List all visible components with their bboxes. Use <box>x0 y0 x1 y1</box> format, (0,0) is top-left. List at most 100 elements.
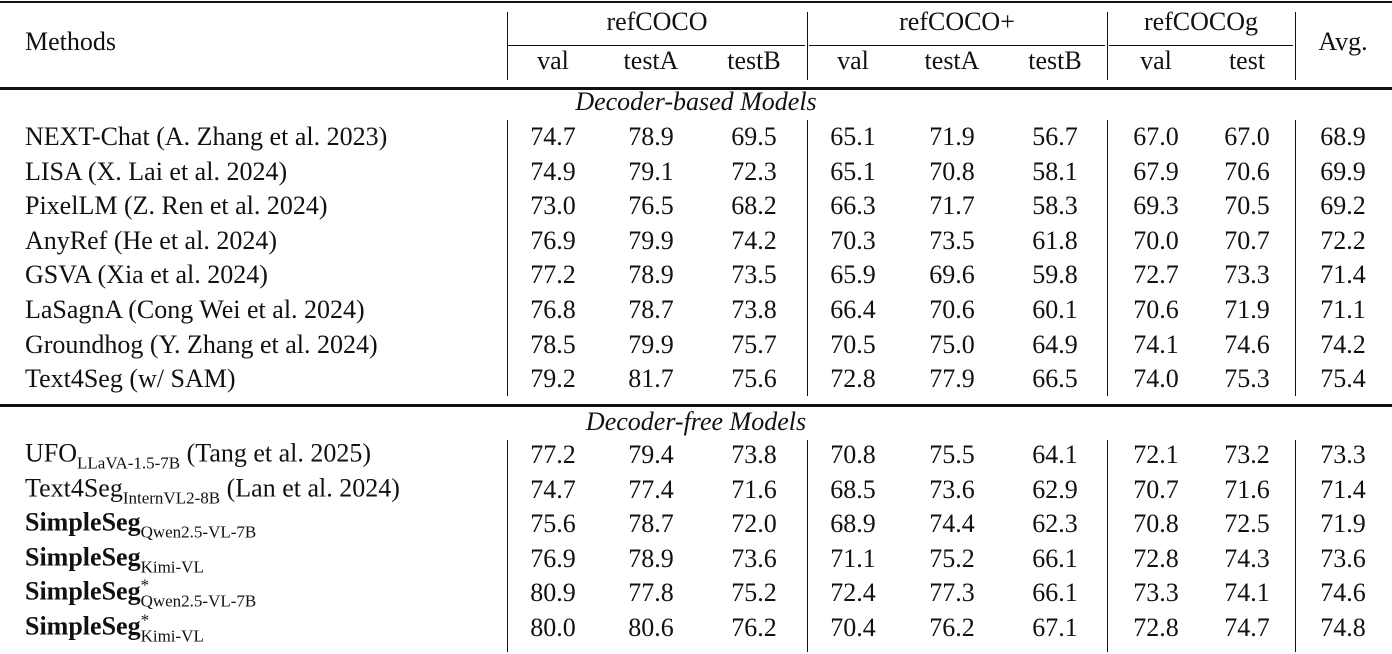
score-cell: 73.8 <box>731 295 777 324</box>
method-name: SimpleSeg <box>25 542 141 572</box>
score-cell: 71.1 <box>1320 295 1366 324</box>
method-name: LISA (X. Lai et al. 2024) <box>25 156 288 186</box>
score-cell: 75.5 <box>929 440 975 469</box>
group-header: refCOCOg <box>1143 7 1259 36</box>
vertical-rule <box>1295 120 1297 396</box>
score-cell: 80.9 <box>530 578 576 608</box>
score-cell: 73.0 <box>530 191 576 221</box>
group-header: refCOCO+ <box>899 7 1015 36</box>
score-cell: 73.6 <box>929 474 975 504</box>
method-name: PixelLM (Z. Ren et al. 2024) <box>25 191 328 221</box>
score-cell: 66.3 <box>830 191 876 221</box>
score-cell: 67.1 <box>1032 613 1078 642</box>
score-cell: 68.9 <box>1320 122 1366 151</box>
score-cell: 74.2 <box>731 225 777 255</box>
score-cell: 73.8 <box>731 440 777 469</box>
score-cell: 61.8 <box>1032 225 1078 255</box>
vertical-rule <box>1107 440 1109 652</box>
score-cell: 76.2 <box>731 613 777 642</box>
method-scripts: * Kimi-VL <box>141 611 204 646</box>
horizontal-rule <box>507 45 805 47</box>
score-cell: 73.5 <box>929 225 975 255</box>
method-name: GSVA (Xia et al. 2024) <box>25 260 268 290</box>
score-cell: 75.2 <box>929 543 975 573</box>
score-cell: 74.8 <box>1320 613 1366 642</box>
score-cell: 70.5 <box>1224 191 1270 221</box>
method-cell: AnyRef (He et al. 2024) <box>25 226 277 256</box>
score-cell: 74.7 <box>530 122 576 151</box>
method-cell: Groundhog (Y. Zhang et al. 2024) <box>25 330 378 360</box>
method-name: NEXT-Chat (A. Zhang et al. 2023) <box>25 122 388 151</box>
method-cell: UFOLLaVA-1.5-7B (Tang et al. 2025) <box>25 439 371 473</box>
score-cell: 72.4 <box>830 578 876 608</box>
method-name: AnyRef (He et al. 2024) <box>25 225 277 255</box>
column-header: testB <box>727 46 781 75</box>
score-cell: 59.8 <box>1032 260 1078 290</box>
score-cell: 70.4 <box>830 613 876 642</box>
score-cell: 71.9 <box>1224 295 1270 324</box>
score-cell: 78.7 <box>628 509 674 539</box>
score-cell: 74.9 <box>530 156 576 186</box>
score-cell: 68.2 <box>731 191 777 221</box>
score-cell: 70.7 <box>1133 474 1179 504</box>
method-name: SimpleSeg <box>25 576 141 606</box>
horizontal-rule <box>809 45 1105 47</box>
score-cell: 70.6 <box>1133 295 1179 324</box>
score-cell: 58.1 <box>1032 156 1078 186</box>
score-cell: 65.1 <box>830 156 876 186</box>
score-cell: 75.4 <box>1320 364 1366 394</box>
column-header: val <box>1140 46 1172 75</box>
score-cell: 76.9 <box>530 543 576 573</box>
column-header: testA <box>623 46 679 75</box>
score-cell: 78.9 <box>628 122 674 151</box>
score-cell: 56.7 <box>1032 122 1078 151</box>
score-cell: 79.4 <box>628 440 674 469</box>
method-cell: Text4SegInternVL2-8B (Lan et al. 2024) <box>25 473 400 507</box>
score-cell: 75.3 <box>1224 364 1270 394</box>
score-cell: 73.3 <box>1224 260 1270 290</box>
method-name: SimpleSeg <box>25 507 141 537</box>
score-cell: 72.1 <box>1133 440 1179 469</box>
score-cell: 77.2 <box>530 260 576 290</box>
score-cell: 79.9 <box>628 225 674 255</box>
score-cell: 74.3 <box>1224 543 1270 573</box>
method-citation: (Lan et al. 2024) <box>226 473 400 503</box>
score-cell: 70.8 <box>1133 509 1179 539</box>
score-cell: 79.9 <box>628 329 674 359</box>
score-cell: 65.1 <box>830 122 876 151</box>
method-cell: PixelLM (Z. Ren et al. 2024) <box>25 191 328 221</box>
score-cell: 77.8 <box>628 578 674 608</box>
score-cell: 62.3 <box>1032 509 1078 539</box>
vertical-rule <box>1107 120 1109 396</box>
vertical-rule <box>507 120 509 396</box>
score-cell: 74.1 <box>1133 329 1179 359</box>
group-header: refCOCO <box>606 7 708 36</box>
method-subscript: Qwen2.5-VL-7B <box>140 522 257 542</box>
horizontal-rule <box>0 1 1392 3</box>
method-scripts: InternVL2-8B <box>123 473 220 507</box>
score-cell: 73.3 <box>1133 578 1179 608</box>
score-cell: 65.9 <box>830 260 876 290</box>
method-name: SimpleSeg <box>25 611 141 641</box>
score-cell: 74.6 <box>1320 578 1366 608</box>
score-cell: 72.0 <box>731 509 777 539</box>
method-superscript: * <box>140 610 150 630</box>
method-cell: SimpleSegKimi-VL <box>25 542 204 576</box>
method-scripts: LLaVA-1.5-7B <box>77 439 180 473</box>
score-cell: 79.2 <box>530 364 576 394</box>
score-cell: 68.5 <box>830 474 876 504</box>
score-cell: 72.8 <box>1133 613 1179 642</box>
method-cell: Text4Seg (w/ SAM) <box>25 364 236 394</box>
horizontal-rule <box>1109 45 1293 47</box>
score-cell: 78.5 <box>530 329 576 359</box>
score-cell: 69.3 <box>1133 191 1179 221</box>
score-cell: 69.6 <box>929 260 975 290</box>
method-cell: SimpleSegQwen2.5-VL-7B <box>25 507 257 542</box>
method-cell: SimpleSeg * Qwen2.5-VL-7B <box>25 576 256 611</box>
score-cell: 70.6 <box>929 295 975 324</box>
score-cell: 78.9 <box>628 260 674 290</box>
score-cell: 75.6 <box>731 364 777 394</box>
score-cell: 73.5 <box>731 260 777 290</box>
score-cell: 76.5 <box>628 191 674 221</box>
